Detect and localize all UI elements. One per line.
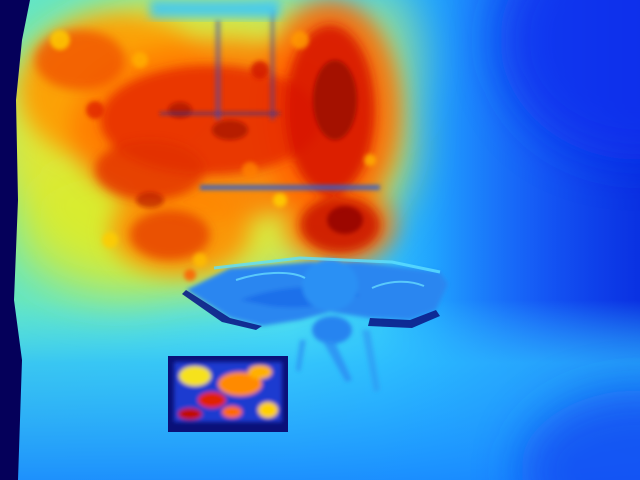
table-object [182, 256, 448, 392]
left-invalid-border [0, 0, 30, 480]
table-shadow-left [182, 290, 262, 330]
shelf-edges [160, 10, 380, 190]
table-shadow-right [368, 310, 440, 328]
top-right-deep-blue [500, 0, 640, 480]
floor-box-object [168, 356, 288, 432]
top-cyan-patch [150, 0, 280, 18]
depth-texture-speckles [50, 30, 376, 281]
